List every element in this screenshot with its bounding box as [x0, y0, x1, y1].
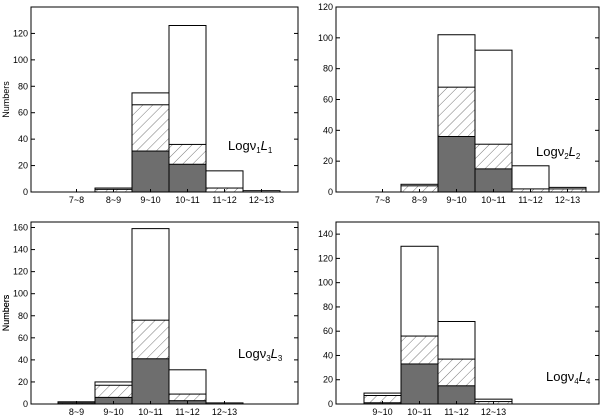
annotation-sub-l: 3 [278, 354, 283, 363]
x-tick-label: 11~12 [444, 407, 469, 417]
annotation-sub-nu: 1 [256, 146, 261, 155]
x-tick-label: 7~8 [375, 195, 390, 205]
y-tick-label: 100 [13, 55, 28, 65]
bar-dark-gray-9~10 [131, 150, 170, 193]
annotation-sub-l: 1 [268, 146, 273, 155]
y-tick-label: 40 [18, 134, 28, 144]
bar-dark-gray-10~11 [168, 163, 207, 193]
chart-panel-1: 0 20 40 60 80 100 120 Numbers 7~8 8~9 9~10 10~11 11~… [1, 6, 299, 205]
y-tick-label: 100 [13, 289, 28, 299]
x-tick-label: 10~11 [138, 407, 163, 417]
y-tick-label: 20 [18, 377, 28, 387]
y-tick-label: 60 [323, 95, 333, 105]
panel-annotation: Logν1L1 [228, 138, 273, 155]
y-tick-label: 0 [328, 187, 333, 197]
x-tick-label: 9~10 [372, 407, 392, 417]
y-tick-label: 120 [13, 28, 28, 38]
x-tick-label: 10~11 [407, 407, 432, 417]
annotation-sub-nu: 3 [266, 354, 271, 363]
annotation-l: L [579, 369, 586, 384]
x-tick-label: 10~11 [175, 195, 200, 205]
y-tick-label: 0 [328, 399, 333, 409]
y-tick-label: 80 [18, 81, 28, 91]
y-tick-label: 20 [323, 156, 333, 166]
x-tick-label: 9~10 [103, 407, 123, 417]
bar-dark-gray-10~11 [474, 168, 513, 193]
bar-dark-gray-10~11 [400, 363, 439, 405]
annotation-log: Logν [228, 138, 256, 153]
x-tick-label: 12~13 [481, 407, 506, 417]
y-tick-label: 40 [323, 125, 333, 135]
y-tick-label: 60 [18, 108, 28, 118]
y-tick-label: 140 [13, 245, 28, 255]
bar-white-11~12 [511, 165, 550, 193]
annotation-sub-l: 4 [586, 377, 591, 386]
chart-panel-3: 0 20 40 60 80 100 120 140 160 Numbers 8~9 9~10 10~11… [1, 221, 299, 417]
x-tick-label: 11~12 [212, 195, 237, 205]
annotation-sub-nu: 4 [574, 377, 579, 386]
x-tick-label: 9~10 [140, 195, 160, 205]
x-tick-label: 8~9 [106, 195, 121, 205]
y-tick-label: 140 [318, 229, 333, 239]
annotation-log: Logν [536, 144, 564, 159]
y-tick-label: 120 [13, 267, 28, 277]
y-tick-label: 120 [318, 253, 333, 263]
x-tick-label: 11~12 [175, 407, 200, 417]
x-tick-label: 8~9 [69, 407, 84, 417]
y-axis-label: Numbers [1, 294, 11, 331]
panel-annotation: Logν2L2 [536, 144, 581, 161]
annotation-l: L [569, 144, 576, 159]
bar-dark-gray-10~11 [131, 358, 170, 405]
y-tick-label: 20 [323, 375, 333, 385]
y-axis-label: Numbers [1, 294, 11, 331]
y-tick-label: 120 [318, 2, 333, 12]
x-tick-label: 12~13 [249, 195, 274, 205]
y-tick-label: 40 [323, 350, 333, 360]
annotation-sub-l: 2 [576, 152, 581, 161]
y-tick-label: 100 [318, 33, 333, 43]
x-tick-label: 12~13 [555, 195, 580, 205]
panel-annotation: Logν4L4 [546, 369, 591, 386]
y-tick-label: 20 [18, 161, 28, 171]
y-tick-label: 80 [323, 64, 333, 74]
panel-annotation: Logν3L3 [238, 346, 283, 363]
annotation-log: Logν [546, 369, 574, 384]
x-tick-label: 10~11 [481, 195, 506, 205]
y-tick-label: 160 [13, 223, 28, 233]
annotation-l: L [271, 346, 278, 361]
y-axis-label: Numbers [1, 81, 11, 118]
x-tick-label: 7~8 [69, 195, 84, 205]
annotation-l: L [261, 138, 268, 153]
y-tick-label: 40 [18, 355, 28, 365]
y-tick-label: 100 [318, 278, 333, 288]
y-tick-label: 80 [323, 302, 333, 312]
y-tick-label: 60 [323, 326, 333, 336]
y-tick-label: 80 [18, 311, 28, 321]
x-tick-label: 8~9 [412, 195, 427, 205]
bar-dark-gray-9~10 [437, 136, 476, 193]
x-tick-label: 11~12 [518, 195, 543, 205]
y-tick-label: 0 [23, 187, 28, 197]
chart-panel-2: 0 20 40 60 80 100 120 7~8 8~9 9~10 10~11 11~12 12~13… [318, 2, 600, 205]
y-tick-label: 0 [23, 399, 28, 409]
x-tick-label: 9~10 [446, 195, 466, 205]
y-tick-label: 60 [18, 333, 28, 343]
annotation-sub-nu: 2 [564, 152, 569, 161]
annotation-log: Logν [238, 346, 266, 361]
x-tick-label: 12~13 [212, 407, 237, 417]
